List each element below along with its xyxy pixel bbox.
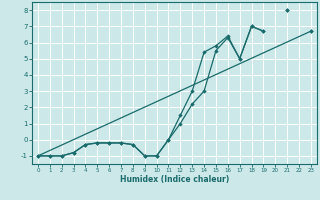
- X-axis label: Humidex (Indice chaleur): Humidex (Indice chaleur): [120, 175, 229, 184]
